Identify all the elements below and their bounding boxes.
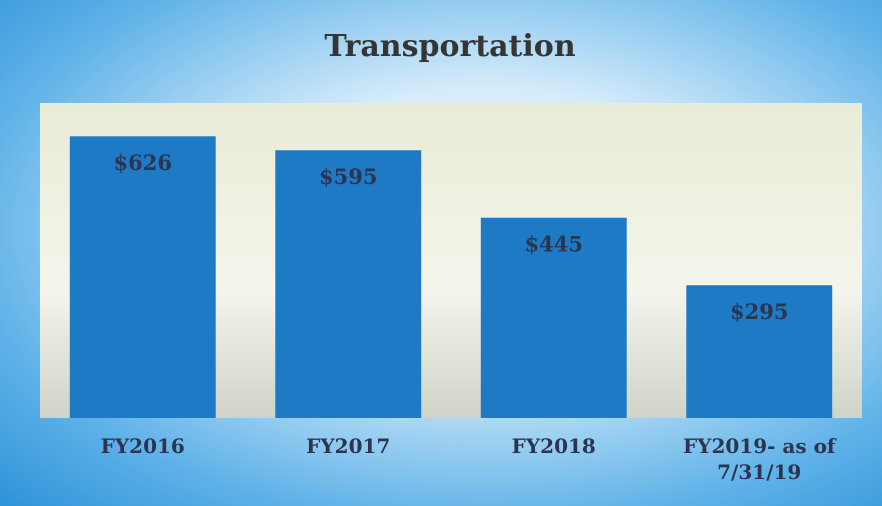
bar bbox=[480, 217, 627, 418]
value-label: $626 bbox=[114, 150, 172, 175]
bar bbox=[686, 285, 833, 418]
x-tick-label: FY2017 bbox=[306, 434, 391, 458]
bar bbox=[275, 150, 422, 418]
value-label: $445 bbox=[525, 231, 583, 256]
value-label: $295 bbox=[730, 299, 788, 324]
x-tick-label: FY2019- as of 7/31/19 bbox=[682, 434, 836, 484]
x-tick-label: FY2016 bbox=[100, 434, 185, 458]
x-tick-label: FY2018 bbox=[511, 434, 596, 458]
chart-title: Transportation bbox=[324, 29, 575, 64]
bar bbox=[69, 136, 216, 419]
value-label: $595 bbox=[319, 164, 377, 189]
